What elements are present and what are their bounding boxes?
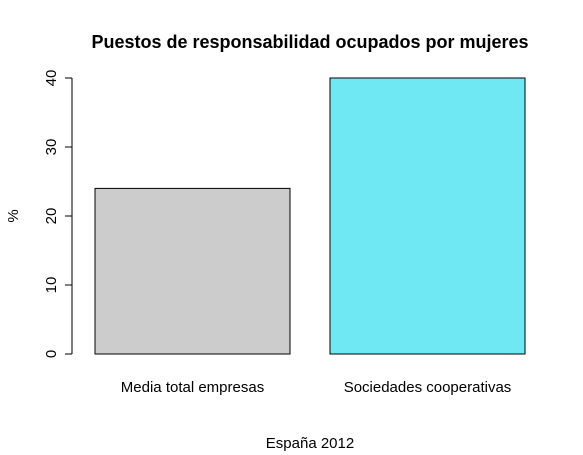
x-category-label: Sociedades cooperativas [344, 379, 512, 396]
x-category-labels: Media total empresas Sociedades cooperati… [121, 379, 512, 396]
y-tick-label: 40 [43, 70, 60, 87]
y-tick-label: 20 [43, 208, 60, 225]
y-tick-label: 30 [43, 139, 60, 156]
y-axis-label: % [5, 209, 22, 222]
y-tick-label: 0 [43, 350, 60, 358]
x-axis-label: España 2012 [266, 435, 354, 452]
y-tick-label: 10 [43, 277, 60, 294]
bars [94, 77, 526, 355]
x-category-label: Media total empresas [121, 379, 264, 396]
y-axis: 0 10 20 30 40 [43, 70, 73, 358]
chart-title: Puestos de responsabilidad ocupados por … [91, 32, 528, 52]
bar-1 [94, 187, 291, 355]
bar-2 [329, 77, 526, 355]
